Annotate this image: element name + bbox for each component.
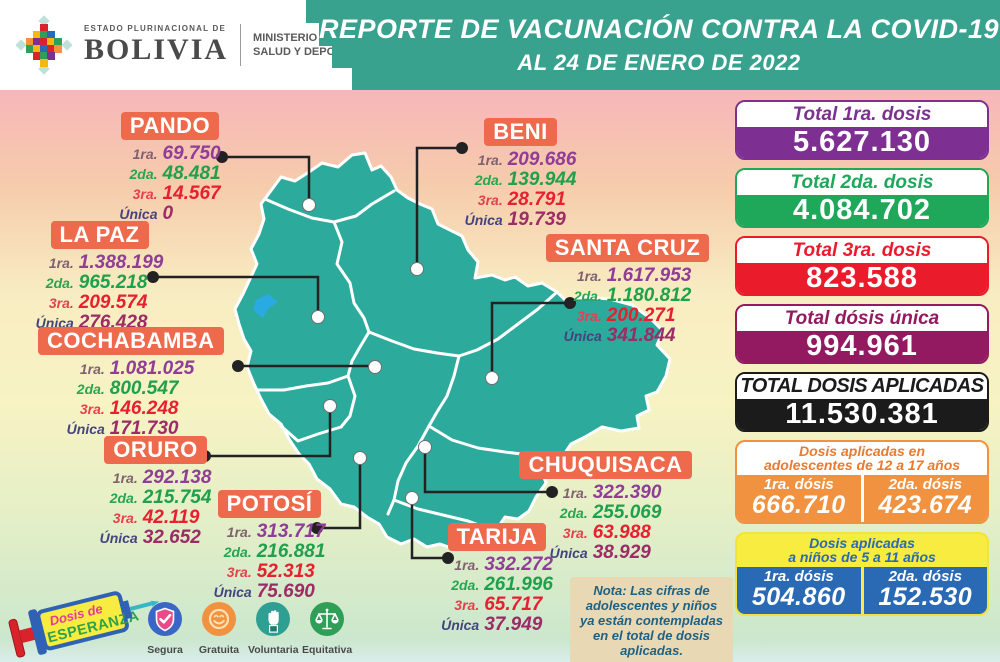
department-stats: 1ra. 1.081.025 2da. 800.547 3ra. 146.248 Ún… [66,358,195,440]
adolescents-doses-box: Dosis aplicadas en adolescentes de 12 a … [735,440,989,524]
children-first-dose-cell: 1ra. dósis 504.860 [737,567,861,614]
page-title: REPORTE DE VACUNACIÓN CONTRA LA COVID-19 [318,14,1000,44]
department-label: POTOSÍ [217,490,322,519]
gov-small-text: ESTADO PLURINACIONAL DE [84,24,226,33]
bolivia-emblem-icon [16,15,72,75]
department-stats: 1ra. 332.272 2da. 261.996 3ra. 65.717 Única… [441,554,553,636]
brand-divider [240,24,242,66]
adolescents-box-title: Dosis aplicadas en adolescentes de 12 a … [737,442,987,475]
callout-santa-cruz: SANTA CRUZ 1ra. 1.617.953 2da. 1.180.812 3… [540,234,715,346]
note-box: Nota: Las cifras de adolescentes y niños… [570,577,733,662]
department-stats: 1ra. 313.717 2da. 216.881 3ra. 52.313 Única… [213,521,326,603]
header-bar: ESTADO PLURINACIONAL DE BOLIVIA MINISTER… [0,0,1000,90]
balance-scales-icon [310,602,344,636]
value-gratuita: Gratuita [194,601,244,656]
children-box-title: Dosis aplicadas a niños de 5 a 11 años [737,534,987,567]
callout-beni: BENI 1ra. 209.686 2da. 139.944 3ra. 28.791 … [438,118,603,230]
total-third-dose-box: Total 3ra. dosis 823.588 [735,236,989,296]
raised-hand-icon [256,602,290,636]
department-label: CHUQUISACA [519,451,692,480]
adolescents-first-dose-cell: 1ra. dósis 666.710 [737,475,861,522]
adolescents-second-dose-cell: 2da. dósis 423.674 [863,475,987,522]
department-label: COCHABAMBA [38,327,224,356]
callout-potosi: POTOSÍ 1ra. 313.717 2da. 216.881 3ra. 52.31… [192,490,347,602]
department-stats: 1ra. 1.617.953 2da. 1.180.812 3ra. 200.271 … [563,265,692,347]
shield-check-icon [148,602,182,636]
syringe-icon: Dosis de ESPERANZA [8,591,160,658]
gov-big-text: BOLIVIA [84,33,229,66]
campaign-logo: Dosis de ESPERANZA [6,580,166,660]
department-stats: 1ra. 209.686 2da. 139.944 3ra. 28.791 Única… [464,149,577,231]
grand-total-box: TOTAL DOSIS APLICADAS 11.530.381 [735,372,989,432]
callout-pando: PANDO 1ra. 69.750 2da. 48.481 3ra. 14.567 Ú… [95,112,245,224]
total-single-dose-box: Total dósis única 994.961 [735,304,989,364]
department-label: BENI [484,118,557,147]
campaign-values-row: Segura Gratuita Voluntaria [140,601,352,656]
department-stats: 1ra. 1.388.199 2da. 965.218 3ra. 209.574 Ún… [35,252,164,334]
totals-panel: Total 1ra. dosis 5.627.130 Total 2da. do… [735,100,989,624]
callout-tarija: TARIJA 1ra. 332.272 2da. 261.996 3ra. 65.71… [422,523,572,635]
total-first-dose-box: Total 1ra. dosis 5.627.130 [735,100,989,160]
value-equitativa: Equitativa [302,601,352,656]
value-segura: Segura [140,601,190,656]
department-label: ORURO [104,436,207,465]
department-stats: 1ra. 69.750 2da. 48.481 3ra. 14.567 Única 0 [119,143,221,225]
department-label: PANDO [120,112,220,141]
government-name: ESTADO PLURINACIONAL DE BOLIVIA [84,25,228,65]
department-label: SANTA CRUZ [545,234,710,263]
callout-cochabamba: COCHABAMBA 1ra. 1.081.025 2da. 800.547 3ra… [38,327,224,440]
page-subtitle: AL 24 DE ENERO DE 2022 [517,50,801,75]
title-banner: REPORTE DE VACUNACIÓN CONTRA LA COVID-19… [306,0,1000,90]
department-stats: 1ra. 292.138 2da. 215.754 3ra. 42.119 Única… [99,467,212,549]
value-voluntaria: Voluntaria [248,601,299,656]
department-label: LA PAZ [50,221,149,250]
total-second-dose-box: Total 2da. dosis 4.084.702 [735,168,989,228]
department-label: TARIJA [447,523,547,552]
children-doses-box: Dosis aplicadas a niños de 5 a 11 años 1… [735,532,989,616]
smiley-icon [202,602,236,636]
children-second-dose-cell: 2da. dósis 152.530 [863,567,987,614]
callout-oruro: ORURO 1ra. 292.138 2da. 215.754 3ra. 42.119… [78,436,233,548]
callout-la-paz: LA PAZ 1ra. 1.388.199 2da. 965.218 3ra. 209… [22,221,177,333]
